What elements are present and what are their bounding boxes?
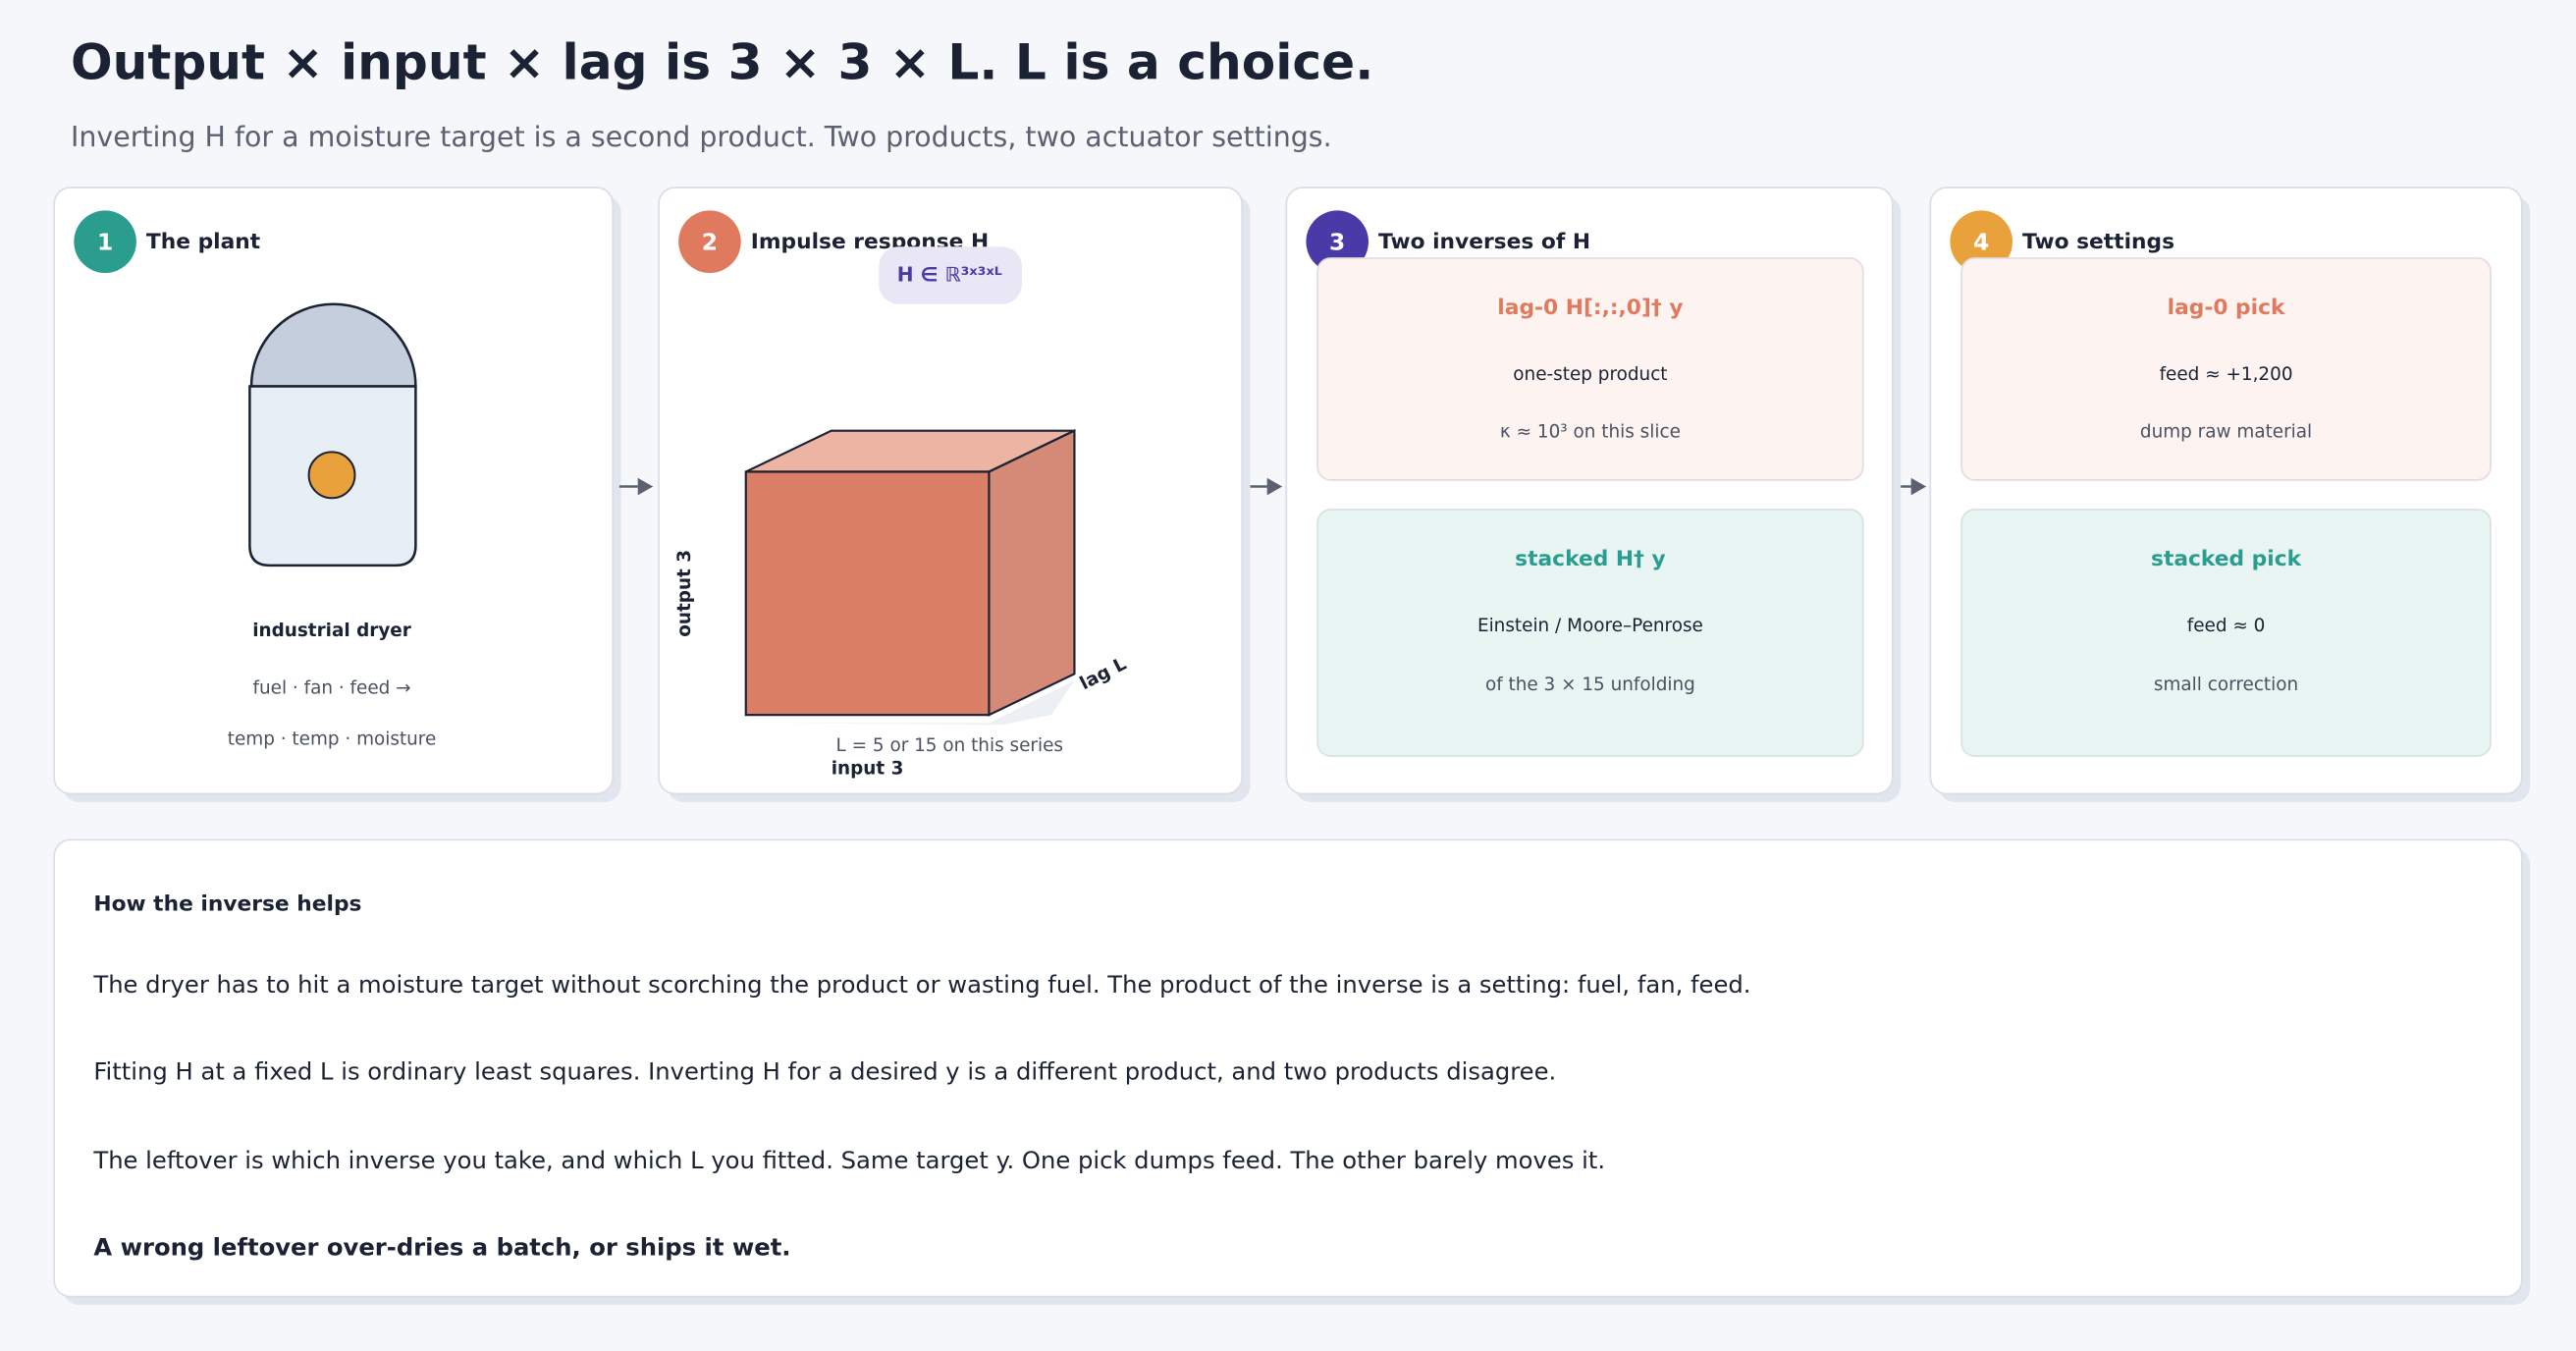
axis-label: input 3 <box>832 758 904 779</box>
option-line: feed ≈ 0 <box>2187 616 2266 636</box>
cube-side <box>988 428 1076 717</box>
step-number: 3 <box>1329 229 1345 256</box>
explanation-heading: How the inverse helps <box>93 892 361 916</box>
caption: industrial dryer <box>252 621 412 641</box>
badge <box>879 246 1022 304</box>
paragraph: The dryer has to hit a moisture target w… <box>92 970 1750 999</box>
option-line: small correction <box>2154 675 2298 695</box>
option-line: κ ≈ 10³ on this slice <box>1500 421 1681 442</box>
option-title: stacked H† y <box>1515 547 1666 571</box>
arrow-head <box>637 477 654 496</box>
explanation-card <box>53 838 2523 1298</box>
conclusion: A wrong leftover over-dries a batch, or … <box>93 1233 790 1262</box>
option-box <box>1960 509 2492 757</box>
panel-title: Two inverses of H <box>1378 230 1590 254</box>
step-number: 2 <box>702 229 718 256</box>
arrow-head <box>1266 477 1283 496</box>
paragraph: Fitting H at a fixed L is ordinary least… <box>93 1057 1556 1086</box>
option-box <box>1316 257 1864 481</box>
dryer-port <box>307 451 356 500</box>
option-line: of the 3 × 15 unfolding <box>1485 675 1695 695</box>
paragraph: The leftover is which inverse you take, … <box>92 1146 1605 1174</box>
note: L = 5 or 15 on this series <box>836 735 1063 756</box>
step-number: 1 <box>97 229 113 256</box>
option-title: lag-0 pick <box>2168 296 2285 320</box>
panel-title: Two settings <box>2022 230 2174 254</box>
option-title: lag-0 H[:,:,0]† y <box>1497 296 1683 320</box>
option-box <box>1960 257 2492 481</box>
option-box <box>1316 509 1864 757</box>
option-title: stacked pick <box>2151 547 2302 571</box>
axis-label: output 3 <box>674 550 695 637</box>
step-badge <box>678 210 741 273</box>
option-line: one-step product <box>1513 364 1667 385</box>
step-number: 4 <box>1973 229 1989 256</box>
option-line: Einstein / Moore–Penrose <box>1477 616 1703 636</box>
io-line: temp · temp · moisture <box>228 729 436 749</box>
option-line: dump raw material <box>2140 421 2312 442</box>
arrows <box>618 477 1927 496</box>
io-line: fuel · fan · feed → <box>253 677 411 698</box>
panel-title: The plant <box>146 230 260 254</box>
option-line: feed ≈ +1,200 <box>2160 364 2293 385</box>
step-badge <box>74 210 136 273</box>
dryer-dome <box>249 302 417 388</box>
title: Output × input × lag is 3 × 3 × L. L is … <box>71 33 1373 91</box>
badge-text: H ∈ ℝ³ˣ³ˣᴸ <box>897 262 1002 286</box>
cube-front <box>744 470 991 717</box>
arrow-head <box>1910 477 1927 496</box>
subtitle: Inverting H for a moisture target is a s… <box>71 121 1332 153</box>
